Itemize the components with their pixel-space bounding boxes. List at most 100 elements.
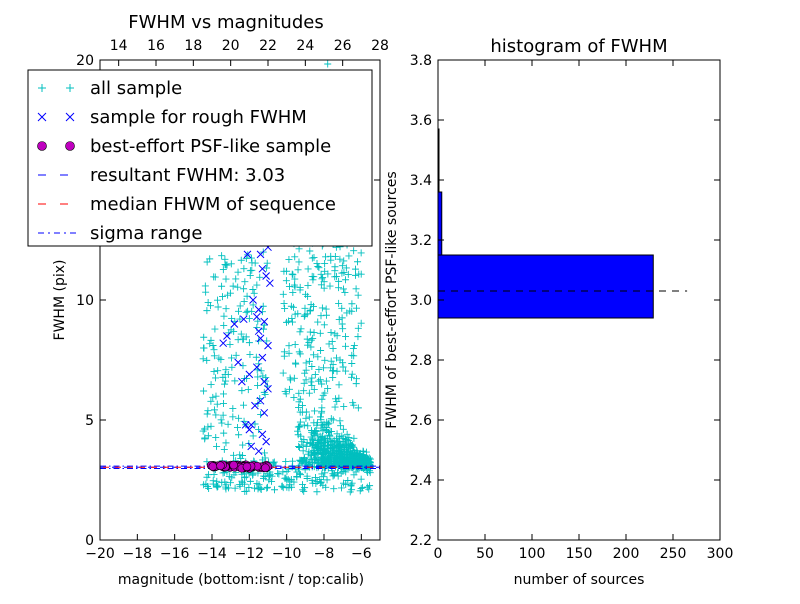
all-sample-point [300, 487, 308, 495]
all-sample-point [337, 422, 345, 430]
right-x-tick-label: 100 [519, 546, 546, 562]
all-sample-point [321, 389, 329, 397]
all-sample-point [210, 368, 218, 376]
all-sample-point [249, 301, 257, 309]
all-sample-point [295, 423, 303, 431]
all-sample-point [289, 457, 297, 465]
right-chart: 0 50 100 150 200 250 300 2.2 2.4 2.6 2.8 3.0 3.2 3.4 3… [384, 36, 733, 588]
all-sample-point [240, 265, 248, 273]
right-ticks: 0 50 100 150 200 250 300 2.2 2.4 2.6 2.8 3.0 3.2 3.4 3… [410, 53, 734, 562]
all-sample-point [291, 310, 299, 318]
all-sample-point [218, 252, 226, 260]
all-sample-point [293, 468, 301, 476]
best-effort-point [242, 462, 252, 472]
all-sample-point [327, 252, 335, 260]
all-sample-point [232, 275, 240, 283]
all-sample-point [309, 302, 317, 310]
all-sample-point [314, 262, 322, 270]
rough-fwhm-point [264, 384, 272, 393]
all-sample-point [200, 387, 208, 395]
right-y-tick-label: 2.2 [410, 533, 432, 549]
all-sample-point [328, 427, 336, 435]
all-sample-point [327, 441, 335, 449]
all-sample-point [243, 487, 251, 495]
all-sample-point [357, 319, 365, 327]
all-sample-point [217, 356, 225, 364]
all-sample-point [285, 342, 293, 350]
all-sample-point [279, 369, 287, 377]
all-sample-point [328, 453, 336, 461]
all-sample-point [203, 356, 211, 364]
all-sample-point [333, 430, 341, 438]
all-sample-point [298, 438, 306, 446]
all-sample-point [213, 442, 221, 450]
all-sample-point [240, 297, 248, 305]
all-sample-point [364, 457, 372, 465]
right-x-tick-label: 0 [434, 546, 443, 562]
all-sample-point [246, 477, 254, 485]
legend: all sample sample for rough FWHM best-effo… [27, 69, 373, 247]
all-sample-point [255, 360, 263, 368]
all-sample-point [244, 307, 252, 315]
all-sample-point [304, 292, 312, 300]
all-sample-point [231, 484, 239, 492]
all-sample-point [307, 433, 315, 441]
all-sample-point [336, 255, 344, 263]
all-sample-point [218, 478, 226, 486]
all-sample-point [318, 395, 326, 403]
all-sample-point [220, 321, 228, 329]
all-sample-point [239, 362, 247, 370]
rough-fwhm-point [264, 341, 272, 350]
all-sample-point [357, 249, 365, 257]
all-sample-point [308, 374, 316, 382]
all-sample-point [348, 441, 356, 449]
all-sample-point [342, 276, 350, 284]
all-sample-point [301, 369, 309, 377]
right-x-axis-label: number of sources [514, 572, 645, 588]
all-sample-point [343, 309, 351, 317]
all-sample-point [310, 419, 318, 427]
all-sample-point [310, 273, 318, 281]
all-sample-point [222, 366, 230, 374]
all-sample-point [287, 376, 295, 384]
all-sample-point [285, 282, 293, 290]
all-sample-point [263, 484, 271, 492]
right-plot-area [437, 128, 688, 319]
all-sample-point [306, 307, 314, 315]
left-x-tick-label: −10 [272, 546, 302, 562]
rough-fwhm-point [256, 250, 265, 259]
all-sample-point [329, 472, 337, 480]
rough-fwhm-point [230, 320, 239, 328]
all-sample-point [341, 288, 349, 296]
all-sample-point [295, 389, 303, 397]
legend-item: best-effort PSF-like sample [37, 136, 331, 157]
all-sample-point [316, 413, 324, 421]
all-sample-point [203, 307, 211, 315]
all-sample-point [364, 469, 372, 477]
all-sample-point [320, 278, 328, 286]
all-sample-point [245, 315, 253, 323]
all-sample-point [308, 476, 316, 484]
legend-marker [38, 84, 46, 92]
legend-item: all sample [38, 78, 182, 99]
all-sample-point [218, 282, 226, 290]
all-sample-point [253, 281, 261, 289]
all-sample-point [322, 483, 330, 491]
all-sample-point [305, 339, 313, 347]
all-sample-point [268, 477, 276, 485]
all-sample-point [212, 392, 220, 400]
all-sample-point [346, 440, 354, 448]
all-sample-point [318, 460, 326, 468]
all-sample-point [302, 359, 310, 367]
all-sample-point [212, 374, 220, 382]
all-sample-point [295, 258, 303, 266]
all-sample-point [222, 439, 230, 447]
best-effort-point [261, 463, 270, 473]
all-sample-point [296, 456, 304, 464]
legend-label: resultant FWHM: 3.03 [90, 165, 285, 186]
all-sample-point [335, 277, 343, 285]
all-sample-point [351, 265, 359, 273]
all-sample-point [274, 469, 282, 477]
all-sample-point [239, 441, 247, 449]
all-sample-point [324, 270, 332, 278]
